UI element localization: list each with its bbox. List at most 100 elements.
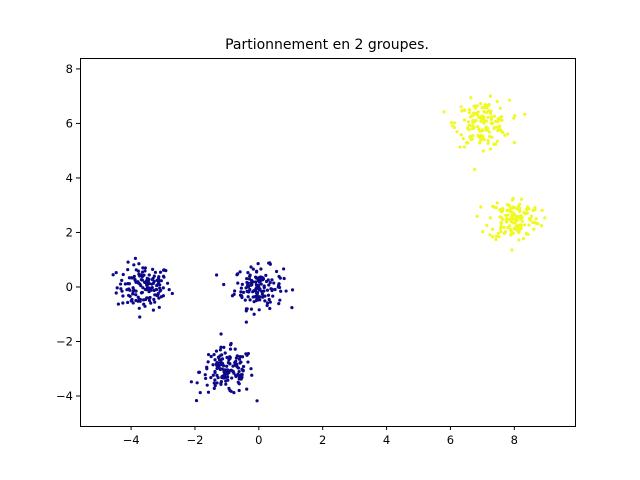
scatter-point [213,358,217,362]
scatter-point [271,294,275,298]
scatter-point [511,196,515,200]
scatter-point [290,306,294,310]
scatter-point [468,135,472,139]
scatter-point [131,286,135,290]
scatter-point [509,230,514,234]
scatter-point [249,283,253,287]
scatter-point [138,297,142,302]
scatter-point [499,229,503,234]
scatter-point [249,367,253,371]
scatter-point [228,355,232,359]
scatter-point [212,381,216,385]
scatter-point [239,290,243,294]
scatter-point [143,287,147,291]
scatter-point [494,237,498,242]
scatter-point [240,282,244,286]
scatter-point [230,376,234,380]
scatter-point [241,364,246,369]
scatter-point [166,281,170,285]
scatter-point [497,235,501,239]
scatter-point [243,298,247,302]
x-tick-label: 2 [319,433,326,447]
scatter-point [258,275,263,279]
scatter-point [244,320,248,324]
scatter-point [525,232,529,236]
scatter-point [215,381,219,385]
scatter-point [167,287,171,292]
scatter-point [205,383,209,387]
scatter-point [246,360,250,364]
scatter-point [134,268,138,272]
scatter-point [137,306,141,310]
scatter-point [155,283,159,287]
scatter-point [245,387,249,391]
scatter-point [149,301,153,305]
scatter-point [473,106,477,110]
scatter-point [276,283,281,288]
scatter-point [489,115,494,119]
scatter-point [248,273,252,277]
scatter-point [159,279,163,283]
scatter-point [494,234,498,238]
scatter-point [229,341,233,346]
scatter-point [503,133,507,137]
scatter-point [260,289,264,293]
scatter-point [254,270,259,274]
scatter-point [121,272,125,277]
scatter-point [505,203,509,207]
scatter-point [500,118,504,123]
scatter-point [510,206,514,210]
scatter-point [115,286,119,290]
scatter-point [488,233,492,237]
scatter-point [519,197,524,201]
scatter-point [518,214,522,218]
scatter-point [480,106,484,110]
scatter-point [492,125,497,130]
scatter-point [240,367,244,371]
scatter-point [520,216,524,220]
x-tick-label: −2 [186,433,203,447]
scatter-point [145,283,149,287]
scatter-point [251,295,255,299]
scatter-point [225,364,229,368]
scatter-point [126,300,130,305]
scatter-point [198,391,202,395]
scatter-point [482,110,486,114]
scatter-point [479,119,483,123]
scatter-point [170,291,174,296]
scatter-point [152,297,156,301]
scatter-point [510,248,514,252]
scatter-point [475,214,479,218]
scatter-point [267,283,271,287]
scatter-point [240,355,245,359]
scatter-point [502,231,506,235]
scatter-point [136,295,140,299]
scatter-point [270,278,274,282]
scatter-point [264,273,268,277]
scatter-point [261,276,265,280]
scatter-point [252,312,256,316]
scatter-point [512,217,517,221]
scatter-point [246,271,250,275]
scatter-point [219,332,223,336]
scatter-point [266,278,270,282]
scatter-point [133,256,137,260]
scatter-point [507,98,512,102]
scatter-point [498,128,503,132]
scatter-point [249,307,254,311]
scatter-point [498,208,502,212]
scatter-point [540,208,544,212]
scatter-point [118,282,123,286]
scatter-point [195,381,199,385]
scatter-point [462,108,466,112]
scatter-point [239,377,243,381]
scatter-point [492,142,496,146]
scatter-point [194,398,199,403]
scatter-point [228,347,233,351]
scatter-point [484,128,488,132]
y-tick-label: 2 [66,225,73,239]
scatter-point [279,289,283,293]
scatter-point [209,375,213,380]
scatter-point [238,355,242,359]
